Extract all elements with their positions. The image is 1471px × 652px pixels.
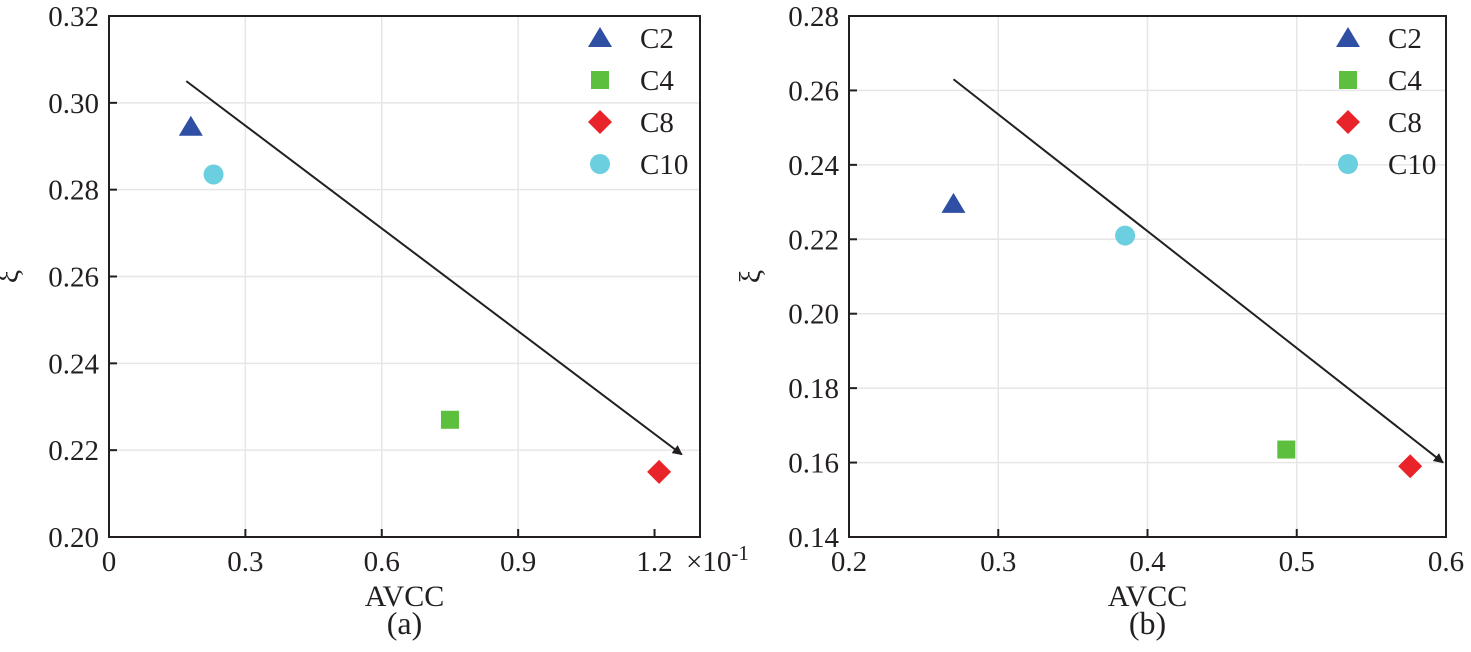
x-tick-label: 0.3 — [227, 546, 263, 578]
data-point-c10 — [203, 164, 224, 185]
data-point-c4 — [440, 410, 459, 429]
legend-label-c2: C2 — [640, 23, 674, 55]
legend-marker-c4 — [1339, 71, 1357, 89]
panel-a: 0 0.3 0.6 0.9 1.2 0.20 0.22 0.24 0.26 0.28 0.30 0.3… — [0, 1, 749, 641]
data-point-c2 — [941, 192, 966, 213]
x-axis-title: AVCC — [365, 580, 444, 613]
x-tick-label: 0 — [102, 546, 117, 578]
y-tick-label: 0.30 — [48, 88, 99, 120]
data-point-c8 — [647, 459, 672, 484]
x-tick-label: 1.2 — [636, 546, 672, 578]
y-axis-title: ξ — [734, 270, 767, 283]
x-tick-label: 0.6 — [1428, 546, 1464, 578]
panel-label: (b) — [1129, 605, 1166, 641]
legend-label-c4: C4 — [640, 65, 674, 97]
x-tick-label: 0.2 — [831, 546, 867, 578]
y-axis-title: ξ — [0, 270, 25, 283]
legend-label-c2: C2 — [1388, 23, 1422, 55]
trend-arrow — [185, 80, 683, 456]
legend-marker-c2 — [588, 27, 612, 47]
y-tick-label: 0.32 — [48, 1, 99, 33]
y-tick-label: 0.26 — [48, 262, 99, 294]
data-point-c8 — [1398, 454, 1423, 479]
legend-marker-c10 — [1338, 154, 1358, 174]
legend-marker-c2 — [1336, 27, 1360, 47]
data-point-c2 — [178, 115, 203, 136]
y-tick-label: 0.28 — [788, 1, 839, 33]
legend-marker-c8 — [588, 110, 612, 134]
data-point-c4 — [1277, 440, 1296, 459]
legend: C2 C4 C8 C10 — [1336, 23, 1436, 181]
y-tick-label: 0.24 — [48, 348, 99, 380]
legend-marker-c10 — [590, 154, 610, 174]
y-tick-label: 0.20 — [788, 299, 839, 331]
y-tick-label: 0.16 — [788, 448, 839, 480]
x-tick-label: 0.4 — [1129, 546, 1166, 578]
legend-marker-c4 — [591, 71, 609, 89]
x-tick-label: 0.3 — [980, 546, 1016, 578]
legend-label-c4: C4 — [1388, 65, 1422, 97]
data-point-c10 — [1115, 225, 1136, 246]
y-tick-label: 0.18 — [788, 373, 839, 405]
x-axis-title: AVCC — [1108, 580, 1187, 613]
y-tick-label: 0.20 — [48, 522, 99, 554]
y-tick-label: 0.22 — [788, 224, 839, 256]
y-tick-label: 0.28 — [48, 175, 99, 207]
legend-label-c10: C10 — [640, 149, 688, 181]
x-exponent-label: ×10-1 — [686, 541, 749, 578]
x-tick-label: 0.5 — [1279, 546, 1315, 578]
x-tick-label: 0.6 — [364, 546, 400, 578]
legend-label-c10: C10 — [1388, 149, 1436, 181]
y-tick-label: 0.14 — [788, 522, 839, 554]
y-tick-label: 0.22 — [48, 435, 99, 467]
y-tick-label: 0.24 — [788, 150, 839, 182]
panel-label: (a) — [387, 605, 423, 641]
x-tick-label: 0.9 — [500, 546, 536, 578]
legend: C2 C4 C8 C10 — [588, 23, 688, 181]
legend-marker-c8 — [1336, 110, 1360, 134]
panel-b: 0.2 0.3 0.4 0.5 0.6 0.14 0.16 0.18 0.20 0.22 0.24 0… — [734, 1, 1464, 641]
y-tick-label: 0.26 — [788, 75, 839, 107]
legend-label-c8: C8 — [1388, 107, 1422, 139]
trend-arrow — [952, 78, 1444, 464]
legend-label-c8: C8 — [640, 107, 674, 139]
